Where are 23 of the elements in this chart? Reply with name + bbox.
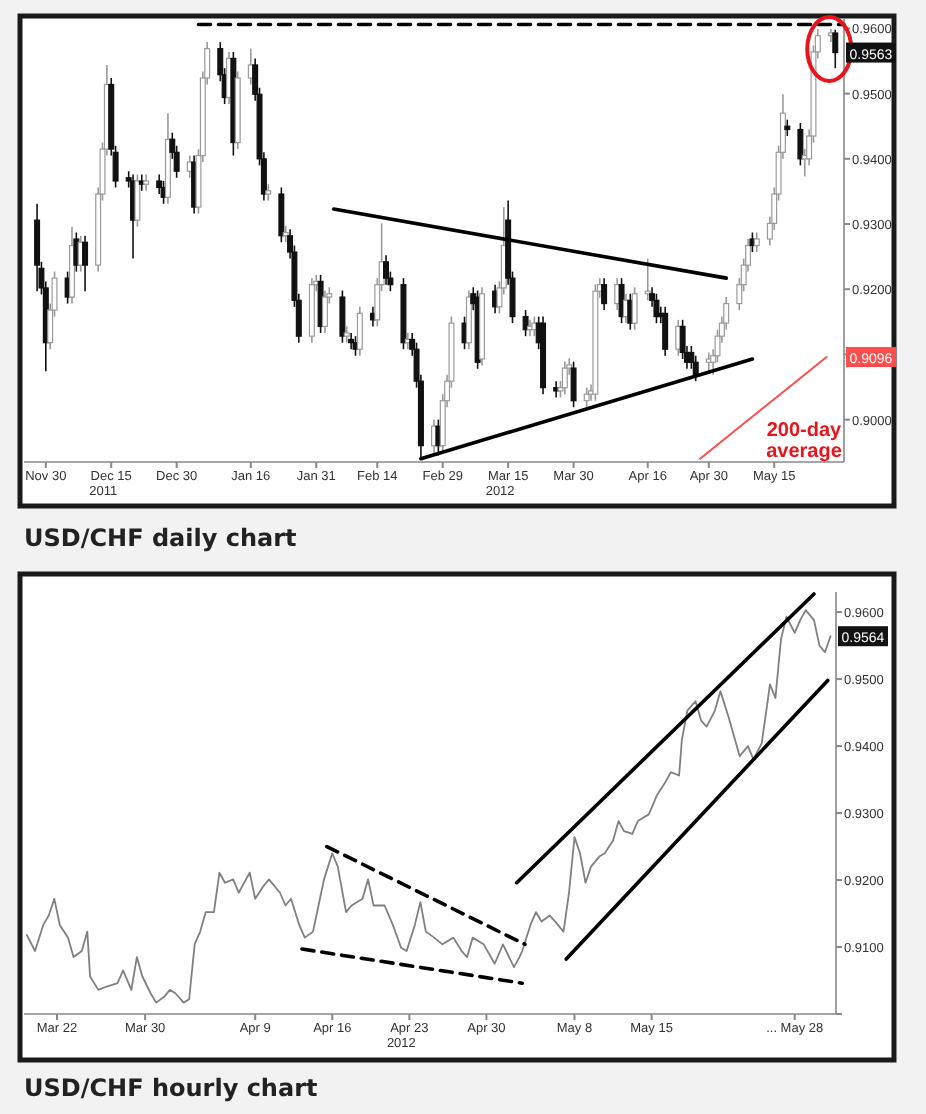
candlestick bbox=[143, 173, 150, 192]
candlestick bbox=[383, 254, 390, 286]
line-series bbox=[25, 609, 832, 1004]
candlestick bbox=[82, 234, 89, 292]
candlestick bbox=[797, 122, 804, 167]
candlestick bbox=[570, 360, 577, 409]
candlestick bbox=[561, 360, 568, 395]
candlestick bbox=[339, 289, 346, 344]
candlestick bbox=[343, 325, 350, 344]
candlestick bbox=[522, 309, 529, 337]
candlestick bbox=[631, 286, 638, 331]
candlestick bbox=[265, 183, 272, 202]
candlestick bbox=[321, 289, 328, 334]
text: USD/CHF daily chart bbox=[24, 524, 298, 552]
candlestick bbox=[784, 118, 791, 137]
candlestick bbox=[753, 231, 760, 253]
annotation: 200-day average bbox=[766, 420, 843, 463]
text: USD/CHF hourly chart bbox=[24, 1074, 318, 1102]
candlestick bbox=[601, 277, 608, 311]
candlestick bbox=[34, 203, 41, 292]
candlestick bbox=[692, 354, 699, 382]
candlestick bbox=[356, 306, 363, 357]
candlestick bbox=[662, 306, 669, 357]
